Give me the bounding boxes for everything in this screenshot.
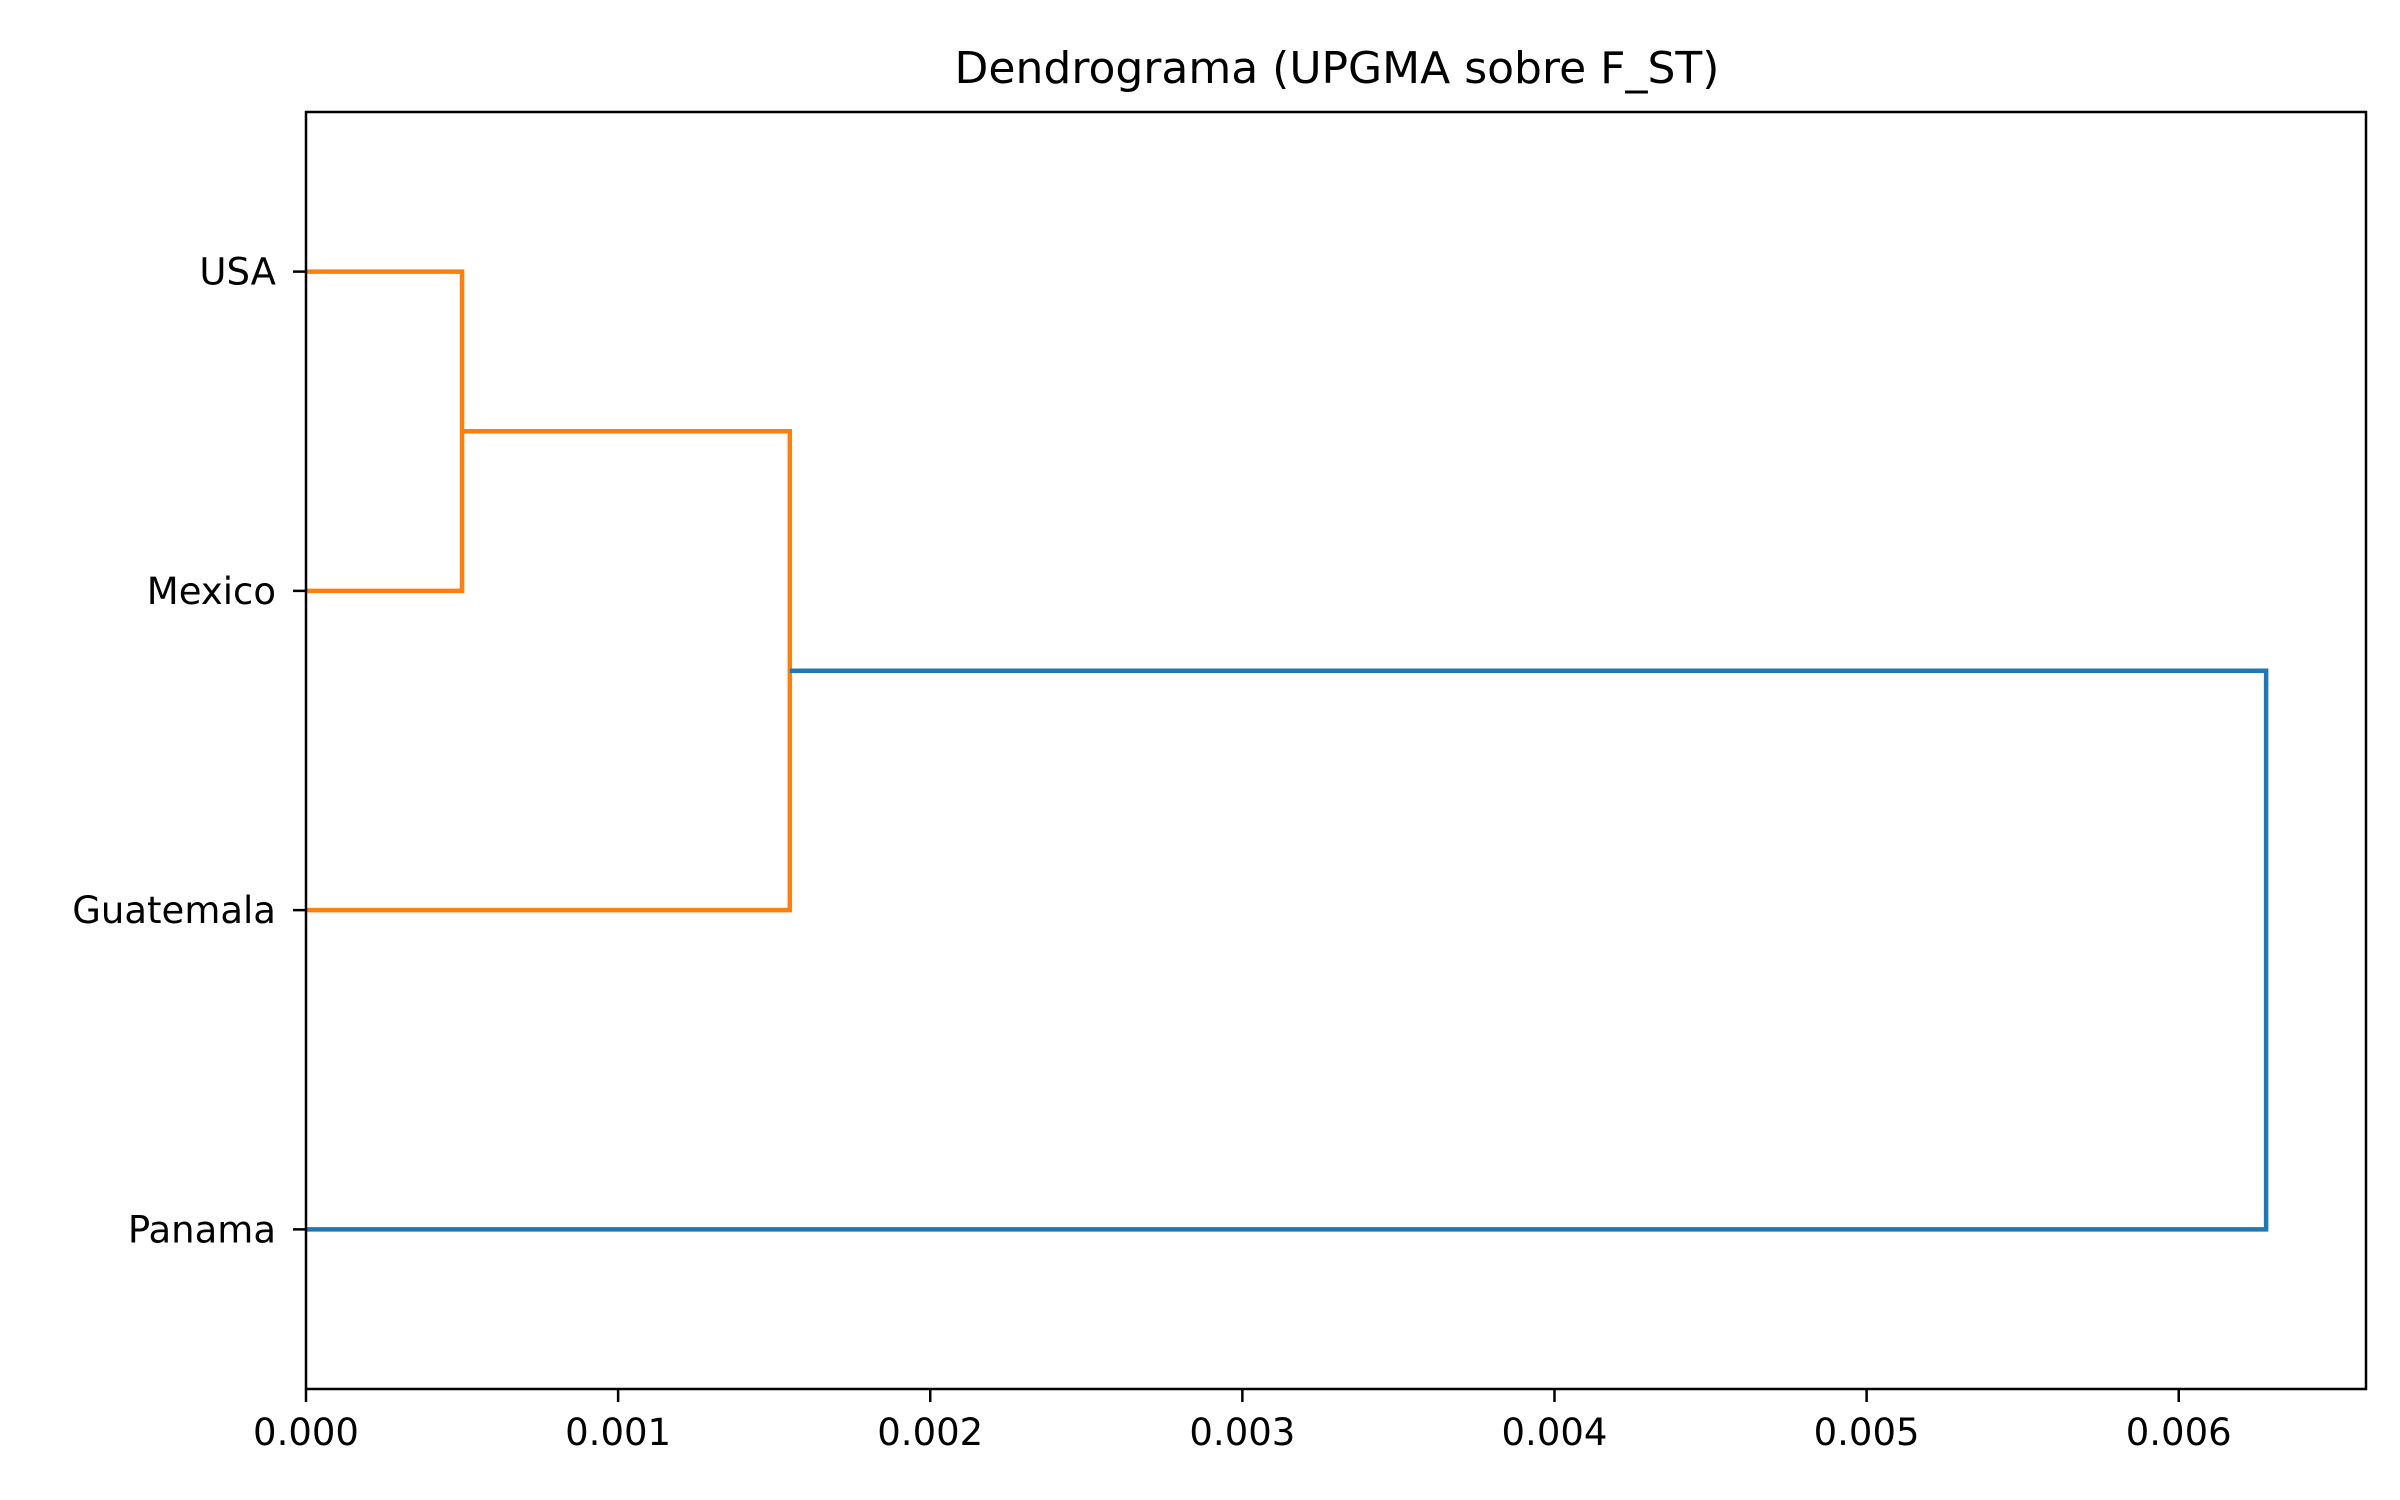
- x-tick-label: 0.001: [565, 1411, 671, 1454]
- leaf-label: Guatemala: [72, 889, 276, 932]
- x-tick-label: 0.000: [253, 1411, 359, 1454]
- leaf-label: Panama: [128, 1208, 276, 1251]
- leaf-label: USA: [199, 251, 276, 294]
- x-tick-label: 0.005: [1814, 1411, 1920, 1454]
- x-tick-label: 0.002: [877, 1411, 983, 1454]
- plot-area: [306, 269, 2269, 1232]
- axes-frame: [304, 110, 2368, 1391]
- x-tick-label: 0.004: [1502, 1411, 1608, 1454]
- dendrogram-link-3: [306, 668, 2269, 1232]
- chart-title: Dendrograma (UPGMA sobre F_ST): [955, 43, 1720, 94]
- leaf-label: Mexico: [147, 570, 276, 613]
- x-tick-label: 0.003: [1189, 1411, 1295, 1454]
- x-tick-label: 0.006: [2126, 1411, 2232, 1454]
- axes: 0.000 0.001 0.002 0.003 0.004 0.005 0.006 USA Me…: [72, 110, 2368, 1454]
